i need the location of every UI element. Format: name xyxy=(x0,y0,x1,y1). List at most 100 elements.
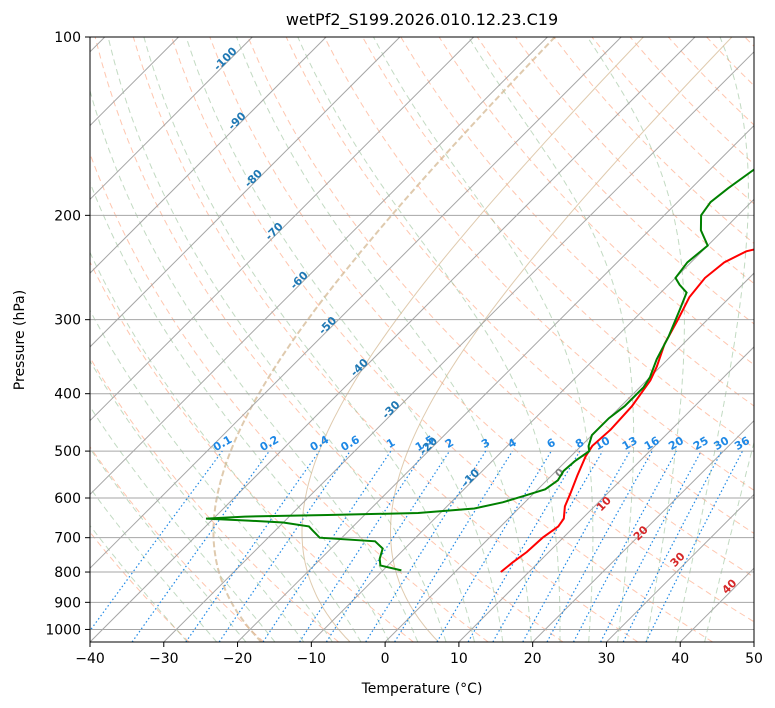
isotherm-gridline xyxy=(90,37,327,274)
y-tick-label: 700 xyxy=(54,531,81,547)
dry-adiabat xyxy=(132,37,639,642)
mixing-ratio-line xyxy=(325,450,450,642)
adiabat-label: 40 xyxy=(719,576,739,596)
moist-adiabat xyxy=(90,447,247,642)
moist-adiabat xyxy=(468,37,635,642)
isotherm-label: -60 xyxy=(288,268,311,291)
dry-adiabat xyxy=(438,37,754,366)
x-tick-label: −20 xyxy=(223,651,253,667)
mixing-ratio-line xyxy=(645,450,744,642)
x-axis: −40 −30 −20 −10 0 10 20 30 40 50 xyxy=(75,642,763,667)
mixing-ratio-line xyxy=(572,450,677,642)
moist-adiabat xyxy=(236,37,532,642)
adiabat-label: 10 xyxy=(594,494,614,514)
temperature-line xyxy=(500,248,754,573)
isotherm-label: -100 xyxy=(211,44,240,73)
moist-adiabat xyxy=(90,487,218,642)
mixing-ratio-line xyxy=(262,450,392,642)
mixing-ratio-label: 20 xyxy=(666,434,686,453)
isotherm-label: -50 xyxy=(316,314,339,337)
mixing-ratio-line xyxy=(522,450,631,642)
dry-adiabat xyxy=(515,37,754,285)
mixing-ratio-line xyxy=(299,450,426,642)
dry-adiabat xyxy=(90,152,489,642)
mixing-ratio-label: 25 xyxy=(691,434,711,453)
moist-adiabat xyxy=(90,251,362,642)
dry-adiabat xyxy=(285,37,754,535)
moist-adiabat xyxy=(90,524,188,642)
mixing-ratio-label: 3 xyxy=(479,436,492,451)
isotherm-gridline xyxy=(237,124,754,642)
mixing-ratio-label: 16 xyxy=(642,434,662,453)
y-tick-label: 600 xyxy=(54,491,81,507)
decorative-curve xyxy=(390,37,733,642)
isotherm-gridline xyxy=(532,419,754,642)
mixing-ratio-line xyxy=(600,450,702,642)
y-tick-label: 200 xyxy=(54,208,81,224)
isotherm-gridline xyxy=(384,272,754,642)
y-tick-label: 400 xyxy=(54,387,81,403)
y-tick-label: 500 xyxy=(54,444,81,460)
x-tick-label: 20 xyxy=(524,651,542,667)
y-axis: 100 200 300 400 500 600 700 800 900 1000 xyxy=(45,30,90,638)
moist-adiabat xyxy=(373,37,594,642)
isotherm-gridline xyxy=(90,37,622,569)
x-axis-label: Temperature (°C) xyxy=(361,681,483,697)
moist-adiabat xyxy=(90,405,276,642)
isotherm-gridline xyxy=(606,493,754,642)
isotherm-gridline xyxy=(90,37,548,496)
dry-adiabat xyxy=(90,446,265,642)
adiabat-label: 30 xyxy=(668,549,688,569)
mixing-ratio-line xyxy=(546,450,653,642)
decorative-curve xyxy=(301,37,644,642)
isotherm-label: -90 xyxy=(225,109,248,132)
dry-adiabat xyxy=(94,37,564,642)
mixing-ratio-line xyxy=(218,450,351,642)
dry-adiabat xyxy=(323,37,754,491)
x-tick-label: −30 xyxy=(149,651,179,667)
mixing-ratio-label: 13 xyxy=(620,434,640,453)
isotherm-label: -70 xyxy=(263,220,286,243)
moist-adiabat xyxy=(143,37,475,642)
isotherm-label: -10 xyxy=(459,466,482,489)
dry-adiabat xyxy=(171,37,713,642)
isotherm-gridline xyxy=(163,51,754,642)
isotherm-gridline xyxy=(90,37,401,348)
x-tick-label: −10 xyxy=(297,651,327,667)
mixing-ratio-line xyxy=(131,450,270,642)
dry-adiabat xyxy=(629,37,754,165)
dewpoint-line xyxy=(205,168,754,572)
moist-adiabat xyxy=(704,440,754,642)
mixing-ratio-line xyxy=(394,450,513,642)
dry-adiabat xyxy=(90,356,339,642)
dry-adiabat xyxy=(553,37,754,245)
dry-adiabat xyxy=(247,37,754,578)
x-tick-label: 10 xyxy=(450,651,468,667)
mixing-ratio-label: 6 xyxy=(545,436,558,451)
mixing-ratio-label: 36 xyxy=(732,434,752,453)
isotherm-label: -30 xyxy=(379,398,402,421)
decorative-curve xyxy=(212,37,556,642)
dry-adiabat xyxy=(476,37,754,325)
mixing-ratio-line xyxy=(90,450,223,632)
y-tick-label: 100 xyxy=(54,30,81,46)
dry-adiabat xyxy=(90,260,414,642)
y-tick-label: 800 xyxy=(54,565,81,581)
dry-adiabat xyxy=(362,37,754,449)
moist-adiabat xyxy=(185,37,504,642)
isotherm-gridline xyxy=(310,198,754,642)
dry-adiabat xyxy=(209,37,754,623)
plot-frame xyxy=(89,36,755,643)
dry-adiabat xyxy=(90,531,190,642)
mixing-ratio-line xyxy=(467,450,581,642)
moist-adiabat xyxy=(107,37,447,642)
x-tick-label: 30 xyxy=(598,651,616,667)
moist-adiabat xyxy=(586,37,685,642)
mixing-ratio-label: 1 xyxy=(384,436,397,451)
x-tick-label: 50 xyxy=(745,651,763,667)
x-tick-label: 40 xyxy=(671,651,689,667)
isotherm-gridline xyxy=(90,37,253,201)
y-tick-label: 1000 xyxy=(45,622,81,638)
y-axis-label: Pressure (hPa) xyxy=(12,290,28,390)
